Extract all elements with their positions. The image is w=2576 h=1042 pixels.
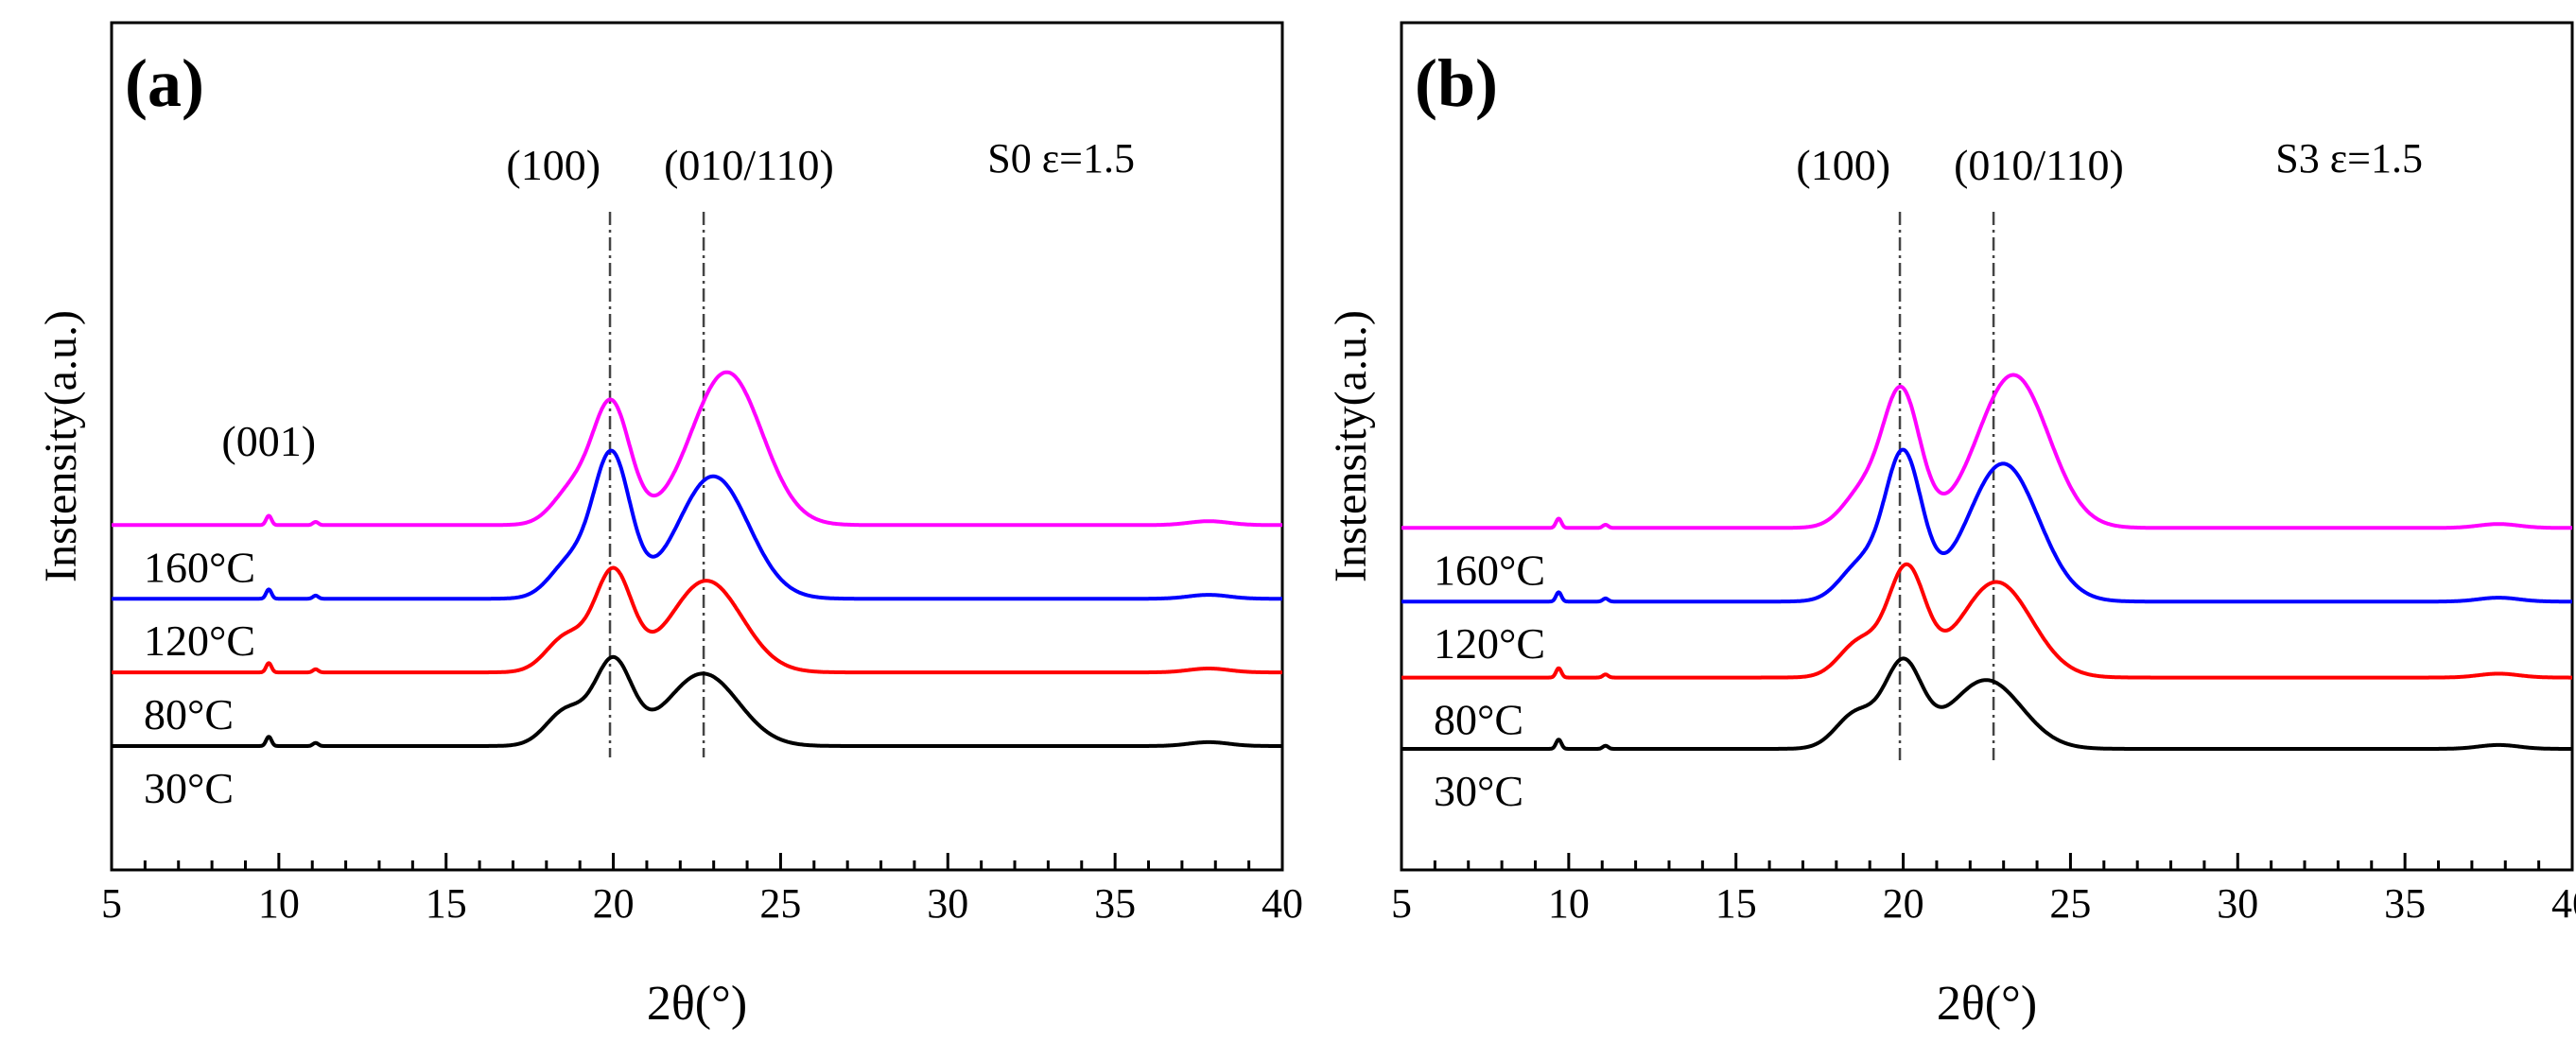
series-label: 160°C <box>144 543 255 591</box>
series-line-80c <box>110 565 1284 675</box>
y-axis-label: Instensity(a.u.) <box>36 310 86 582</box>
sample-label: S3 ε=1.5 <box>2275 135 2423 182</box>
plot-frame <box>110 21 1284 872</box>
series-line-30c <box>1400 656 2574 751</box>
x-tick-label: 10 <box>1548 880 1590 927</box>
panel-label: (b) <box>1415 45 1498 121</box>
panel-label: (a) <box>125 45 204 121</box>
series-label: 80°C <box>144 690 234 738</box>
x-axis-label: 2θ(°) <box>647 977 747 1031</box>
series-line-160c <box>110 370 1284 528</box>
x-tick-label: 10 <box>258 880 300 927</box>
series-label: 120°C <box>144 617 255 665</box>
chart-panel-a: 5 10 15 20 25 30 35 40 2θ(°) Instensity(a.u.) (a) S… <box>36 21 1303 1031</box>
x-tick-label: 30 <box>927 880 968 927</box>
series-line-160c <box>1400 373 2574 530</box>
chart-panel-b: 5 10 15 20 25 30 35 40 2θ(°) Instensity(a.u.) (b) S… <box>1326 21 2576 1031</box>
sample-label: S0 ε=1.5 <box>987 135 1135 182</box>
x-tick-label: 20 <box>593 880 635 927</box>
peak-label: (001) <box>221 417 316 465</box>
x-tick-label: 25 <box>2049 880 2091 927</box>
x-tick-label: 5 <box>1391 880 1412 927</box>
series-label: 30°C <box>144 764 234 812</box>
series-line-80c <box>1400 562 2574 680</box>
x-tick-label: 40 <box>2551 880 2576 927</box>
peak-label: (100) <box>1796 141 1890 189</box>
x-tick-label: 20 <box>1883 880 1924 927</box>
x-tick-label: 25 <box>759 880 801 927</box>
x-tick-label: 15 <box>426 880 467 927</box>
series-label: 160°C <box>1434 546 1545 594</box>
peak-label: (100) <box>506 141 600 189</box>
peak-label: (010/110) <box>1954 141 2124 189</box>
series-label: 120°C <box>1434 619 1545 668</box>
plot-frame <box>1400 21 2574 872</box>
series-line-120c <box>110 448 1284 601</box>
x-tick-label: 35 <box>2384 880 2426 927</box>
x-axis-label: 2θ(°) <box>1937 977 2037 1031</box>
x-tick-label: 15 <box>1715 880 1757 927</box>
peak-label: (010/110) <box>664 141 834 189</box>
y-axis-label: Instensity(a.u.) <box>1326 310 1376 582</box>
series-label: 30°C <box>1434 767 1523 815</box>
x-tick-label: 30 <box>2217 880 2258 927</box>
x-tick-label: 5 <box>101 880 122 927</box>
x-tick-label: 40 <box>1262 880 1303 927</box>
x-tick-label: 35 <box>1094 880 1136 927</box>
series-line-30c <box>110 654 1284 748</box>
series-label: 80°C <box>1434 696 1523 744</box>
series-line-120c <box>1400 447 2574 604</box>
